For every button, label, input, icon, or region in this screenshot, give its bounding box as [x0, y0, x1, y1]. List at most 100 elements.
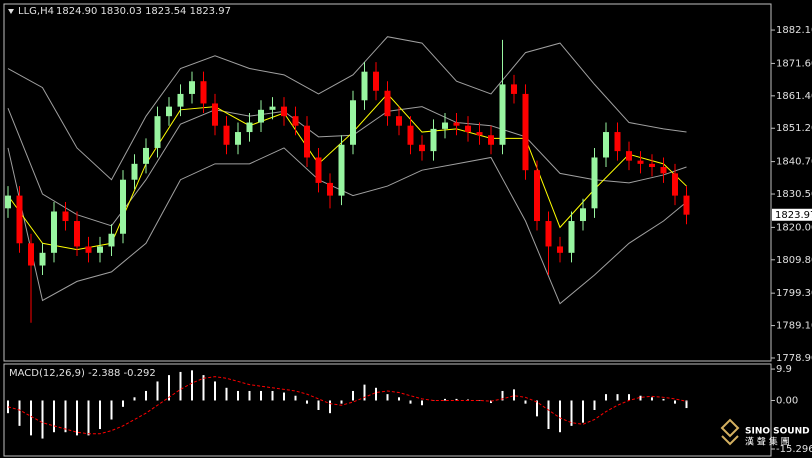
candle-body: [683, 195, 690, 215]
candle-body: [499, 84, 506, 145]
candle-body: [166, 106, 172, 117]
macd-bar: [317, 400, 320, 410]
macd-bar: [559, 400, 561, 433]
candle-body: [603, 132, 609, 158]
candle-body: [5, 195, 11, 209]
candle-body: [488, 135, 494, 145]
candle-body: [315, 157, 322, 183]
y-tick-label: 1882.10: [776, 25, 812, 36]
candle-body: [545, 221, 552, 247]
macd-bar: [110, 400, 113, 420]
macd-bar: [237, 390, 239, 401]
macd-bar: [582, 400, 584, 423]
candle-body: [200, 81, 207, 104]
macd-bar: [248, 390, 251, 401]
y-tick-label: 1789.10: [776, 321, 812, 332]
band-line: [7, 36, 687, 181]
candle-body: [246, 122, 253, 133]
candle-body: [62, 211, 69, 222]
candle-body: [580, 208, 586, 222]
y-tick-label: 1871.60: [776, 58, 812, 69]
candle-body: [281, 106, 287, 117]
candle-body: [327, 182, 333, 196]
candle-body: [350, 100, 356, 145]
y-tick-label: -15.296: [776, 444, 812, 455]
macd-title: MACD(12,26,9) -2.388 -0.292: [9, 368, 156, 379]
macd-bar: [455, 398, 458, 401]
y-tick-label: 1820.00: [776, 222, 812, 233]
macd-bar: [386, 394, 389, 401]
y-tick-label: 1799.30: [776, 288, 812, 299]
macd-bar: [53, 400, 55, 433]
macd-bar: [41, 400, 44, 439]
y-tick-label: 1840.70: [776, 157, 812, 168]
y-tick-label: 1861.40: [776, 91, 812, 102]
candle-body: [384, 90, 391, 117]
candle-body: [534, 170, 540, 222]
candle-body: [649, 163, 655, 168]
candle-body: [430, 128, 437, 152]
candle-body: [97, 246, 103, 253]
macd-bar: [191, 370, 193, 401]
macd-bar: [340, 400, 343, 404]
candle-body: [223, 125, 230, 145]
macd-bar: [616, 394, 619, 401]
band-line: [7, 147, 687, 305]
macd-bar: [271, 390, 274, 401]
candle-body: [465, 125, 471, 133]
macd-bar: [570, 400, 573, 426]
candle-body: [131, 163, 138, 180]
macd-bar: [375, 387, 377, 401]
candle-body: [396, 116, 402, 126]
macd-bar: [421, 400, 423, 406]
menu-arrow: [8, 9, 14, 14]
candle-body: [143, 147, 149, 164]
macd-bar: [214, 381, 216, 401]
candle-body: [442, 122, 448, 129]
y-tick-label: 1809.80: [776, 255, 812, 266]
y-tick-label: 0.00: [776, 395, 798, 406]
macd-bar: [156, 381, 159, 401]
macd-bar: [168, 375, 170, 401]
candle-body: [212, 103, 218, 126]
candle-body: [16, 195, 23, 244]
macd-bar: [294, 395, 297, 401]
macd-bar: [398, 397, 400, 401]
macd-bar: [524, 400, 527, 404]
macd-bar: [628, 394, 630, 401]
macd-bar: [202, 375, 205, 401]
macd-bar: [122, 400, 124, 407]
candle-body: [154, 116, 161, 148]
macd-bar: [18, 400, 21, 426]
candle-body: [511, 84, 517, 94]
macd-bar: [145, 390, 147, 401]
macd-bar: [352, 390, 354, 401]
macd-bar: [99, 400, 101, 430]
candle-body: [120, 179, 126, 234]
logo: [720, 418, 740, 446]
y-tick-label: 1851.20: [776, 123, 812, 134]
macd-bar: [87, 400, 90, 436]
macd-bar: [409, 400, 412, 404]
macd-bar: [133, 397, 136, 401]
macd-bar: [605, 394, 607, 401]
y-tick-label: 9.9: [776, 364, 792, 375]
macd-bar: [513, 389, 515, 401]
y-tick-label: 1778.90: [776, 353, 812, 364]
candle-body: [85, 246, 92, 253]
candle-body: [269, 106, 276, 110]
candle-body: [28, 243, 34, 266]
candle-body: [672, 173, 678, 196]
candle-body: [614, 132, 621, 152]
candle-body: [373, 71, 379, 91]
macd-bar: [283, 392, 285, 401]
watermark-brand: SINO SOUND: [745, 427, 810, 437]
candle-body: [476, 132, 483, 136]
candle-body: [591, 157, 598, 209]
macd-bar: [651, 397, 653, 401]
candle-body: [522, 93, 529, 171]
candle-body: [557, 246, 563, 253]
candle-body: [407, 125, 414, 145]
candle-body: [258, 109, 264, 123]
candle-body: [235, 132, 241, 145]
